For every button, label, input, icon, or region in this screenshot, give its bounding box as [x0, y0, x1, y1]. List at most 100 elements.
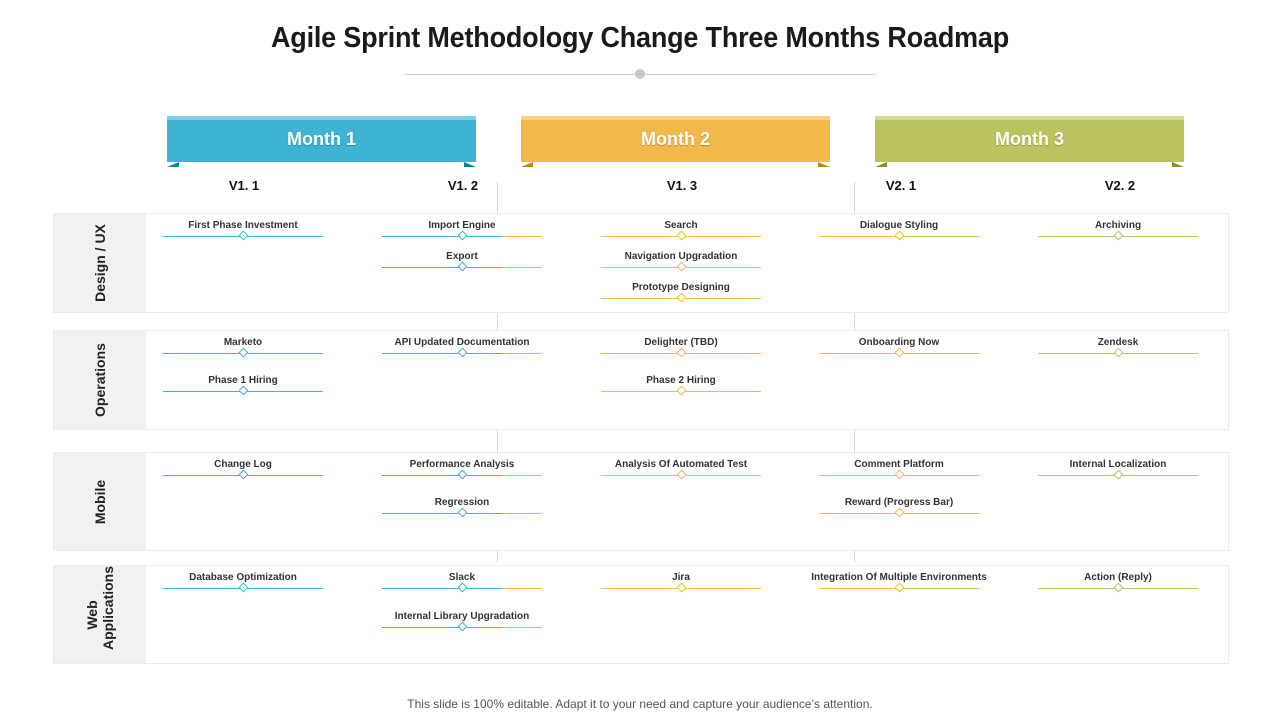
milestone-diamond-icon	[895, 508, 905, 518]
milestone-diamond-icon	[239, 583, 249, 593]
milestone-diamond-icon	[458, 622, 468, 632]
timeline-line	[382, 627, 502, 628]
milestone-diamond-icon	[1114, 583, 1124, 593]
month-banner-fold	[167, 162, 179, 167]
milestone-diamond-icon	[677, 262, 687, 272]
swimlane-label: Mobile	[92, 479, 108, 523]
swimlane-operations: Operations Marketo Phase 1 Hiring API Upda…	[53, 330, 1229, 430]
swimlane-label: Operations	[92, 343, 108, 417]
timeline-line	[899, 513, 979, 514]
milestone-diamond-icon	[239, 386, 249, 396]
month-label: Month 3	[995, 129, 1064, 150]
roadmap-item: Zendesk	[1038, 337, 1198, 363]
month-banner-fold	[464, 162, 476, 167]
roadmap-item: Internal Library Upgradation	[382, 611, 542, 637]
milestone-diamond-icon	[895, 231, 905, 241]
timeline-line	[382, 236, 502, 237]
roadmap-item: Archiving	[1038, 220, 1198, 246]
month-banner-2: Month 2	[521, 116, 830, 166]
milestone-diamond-icon	[1114, 470, 1124, 480]
roadmap-item: Performance Analysis	[382, 459, 542, 485]
milestone-diamond-icon	[239, 231, 249, 241]
milestone-diamond-icon	[895, 348, 905, 358]
month-banner-3: Month 3	[875, 116, 1184, 166]
version-label: V1. 3	[642, 178, 722, 193]
milestone-diamond-icon	[677, 470, 687, 480]
milestone-diamond-icon	[458, 348, 468, 358]
footer-note: This slide is 100% editable. Adapt it to…	[0, 697, 1280, 711]
milestone-diamond-icon	[677, 386, 687, 396]
month-banner-fold	[521, 162, 533, 167]
timeline-line	[502, 353, 542, 354]
roadmap-item: Regression	[382, 497, 542, 523]
version-label: V2. 2	[1080, 178, 1160, 193]
page-title: Agile Sprint Methodology Change Three Mo…	[45, 22, 1235, 55]
version-label: V1. 2	[423, 178, 503, 193]
swimlane-design-ux: Design / UX First Phase Investment Import…	[53, 213, 1229, 313]
roadmap-item: Action (Reply)	[1038, 572, 1198, 598]
swimlane-web-applications: Web Applications Database Optimization Sl…	[53, 565, 1229, 664]
roadmap-item: Reward (Progress Bar)	[819, 497, 979, 523]
timeline-line	[382, 353, 502, 354]
timeline-line	[382, 513, 502, 514]
month-label: Month 2	[641, 129, 710, 150]
milestone-diamond-icon	[458, 508, 468, 518]
timeline-line	[502, 588, 542, 589]
month-label: Month 1	[287, 129, 356, 150]
roadmap-item: Change Log	[163, 459, 323, 485]
month-banner-1: Month 1	[167, 116, 476, 166]
roadmap-item: Phase 1 Hiring	[163, 375, 323, 401]
month-banner-fold	[875, 162, 887, 167]
swimlane-label-box: Design / UX	[54, 214, 146, 312]
swimlane-label: Design / UX	[92, 224, 108, 302]
roadmap-item: Jira	[601, 572, 761, 598]
swimlane-label-box: Mobile	[54, 453, 146, 550]
month-banner-fold	[818, 162, 830, 167]
roadmap-item: Import Engine	[382, 220, 542, 246]
roadmap-item: Search	[601, 220, 761, 246]
milestone-diamond-icon	[1114, 348, 1124, 358]
timeline-line	[899, 588, 979, 589]
roadmap-item: API Updated Documentation	[382, 337, 542, 363]
roadmap-item: Delighter (TBD)	[601, 337, 761, 363]
roadmap-item: Export	[382, 251, 542, 277]
timeline-line	[502, 236, 542, 237]
roadmap-item: Comment Platform	[819, 459, 979, 485]
timeline-line	[899, 236, 979, 237]
milestone-diamond-icon	[895, 470, 905, 480]
swimlane-label-box: Operations	[54, 331, 146, 429]
swimlane-mobile: Mobile Change Log Performance Analysis Reg…	[53, 452, 1229, 551]
timeline-line	[502, 627, 542, 628]
version-label: V2. 1	[861, 178, 941, 193]
roadmap-item: Navigation Upgradation	[601, 251, 761, 277]
milestone-diamond-icon	[239, 470, 249, 480]
milestone-diamond-icon	[458, 583, 468, 593]
month-banner-fold	[1172, 162, 1184, 167]
roadmap-item: Slack	[382, 572, 542, 598]
timeline-line	[382, 267, 502, 268]
swimlane-label-box: Web Applications	[54, 566, 146, 663]
milestone-diamond-icon	[458, 470, 468, 480]
version-label: V1. 1	[204, 178, 284, 193]
milestone-diamond-icon	[677, 348, 687, 358]
milestone-diamond-icon	[677, 293, 687, 303]
timeline-line	[382, 588, 502, 589]
timeline-line	[502, 475, 542, 476]
swimlane-label: Web Applications	[84, 580, 116, 650]
roadmap-item: Prototype Designing	[601, 282, 761, 308]
roadmap-item: Marketo	[163, 337, 323, 363]
roadmap-item: Phase 2 Hiring	[601, 375, 761, 401]
milestone-diamond-icon	[677, 583, 687, 593]
timeline-line	[899, 475, 979, 476]
milestone-diamond-icon	[677, 231, 687, 241]
timeline-line	[502, 267, 542, 268]
month-banner-band: Month 1	[167, 116, 476, 162]
timeline-line	[899, 353, 979, 354]
roadmap-item: Dialogue Styling	[819, 220, 979, 246]
month-banner-band: Month 3	[875, 116, 1184, 162]
milestone-diamond-icon	[1114, 231, 1124, 241]
roadmap-item: Analysis Of Automated Test	[601, 459, 761, 485]
milestone-diamond-icon	[458, 262, 468, 272]
roadmap-item: Onboarding Now	[819, 337, 979, 363]
roadmap-item: Database Optimization	[163, 572, 323, 598]
